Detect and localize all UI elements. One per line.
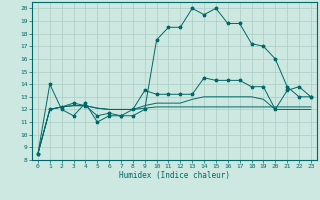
X-axis label: Humidex (Indice chaleur): Humidex (Indice chaleur): [119, 171, 230, 180]
